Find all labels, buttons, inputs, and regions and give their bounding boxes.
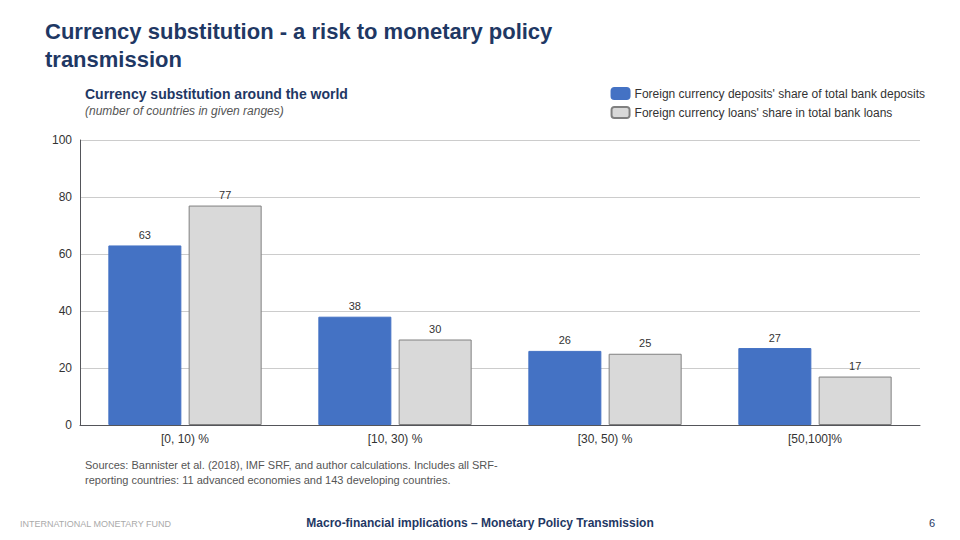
svg-text:25: 25	[639, 337, 651, 349]
svg-text:63: 63	[139, 229, 151, 241]
svg-text:[10, 30) %: [10, 30) %	[368, 432, 423, 446]
svg-text:transmission: transmission	[45, 47, 182, 72]
svg-text:Currency substitution - a risk: Currency substitution - a risk to moneta…	[45, 19, 553, 44]
svg-text:Foreign currency loans' share: Foreign currency loans' share in total b…	[635, 106, 893, 120]
svg-text:6: 6	[929, 517, 935, 529]
svg-text:reporting countries: 11 advanc: reporting countries: 11 advanced economi…	[85, 474, 450, 486]
svg-text:80: 80	[59, 190, 73, 204]
svg-text:[0, 10) %: [0, 10) %	[161, 432, 209, 446]
svg-text:40: 40	[59, 304, 73, 318]
svg-text:100: 100	[52, 133, 72, 147]
svg-text:Macro-financial implications –: Macro-financial implications – Monetary …	[306, 516, 653, 530]
svg-text:77: 77	[219, 189, 231, 201]
svg-text:27: 27	[769, 332, 781, 344]
svg-text:30: 30	[429, 323, 441, 335]
svg-text:Foreign currency deposits' sha: Foreign currency deposits' share of tota…	[635, 87, 925, 101]
svg-text:20: 20	[59, 361, 73, 375]
svg-text:[30, 50) %: [30, 50) %	[578, 432, 633, 446]
svg-text:(number of countries in given: (number of countries in given ranges)	[85, 104, 284, 118]
svg-text:Currency substitution around t: Currency substitution around the world	[85, 86, 348, 102]
svg-text:INTERNATIONAL MONETARY FUND: INTERNATIONAL MONETARY FUND	[20, 519, 172, 529]
svg-text:38: 38	[349, 300, 361, 312]
svg-text:Sources: Bannister et al. (201: Sources: Bannister et al. (2018), IMF SR…	[85, 459, 498, 471]
svg-text:0: 0	[65, 418, 72, 432]
svg-text:60: 60	[59, 247, 73, 261]
svg-text:[50,100]%: [50,100]%	[788, 432, 842, 446]
svg-text:17: 17	[849, 360, 861, 372]
svg-text:26: 26	[559, 334, 571, 346]
